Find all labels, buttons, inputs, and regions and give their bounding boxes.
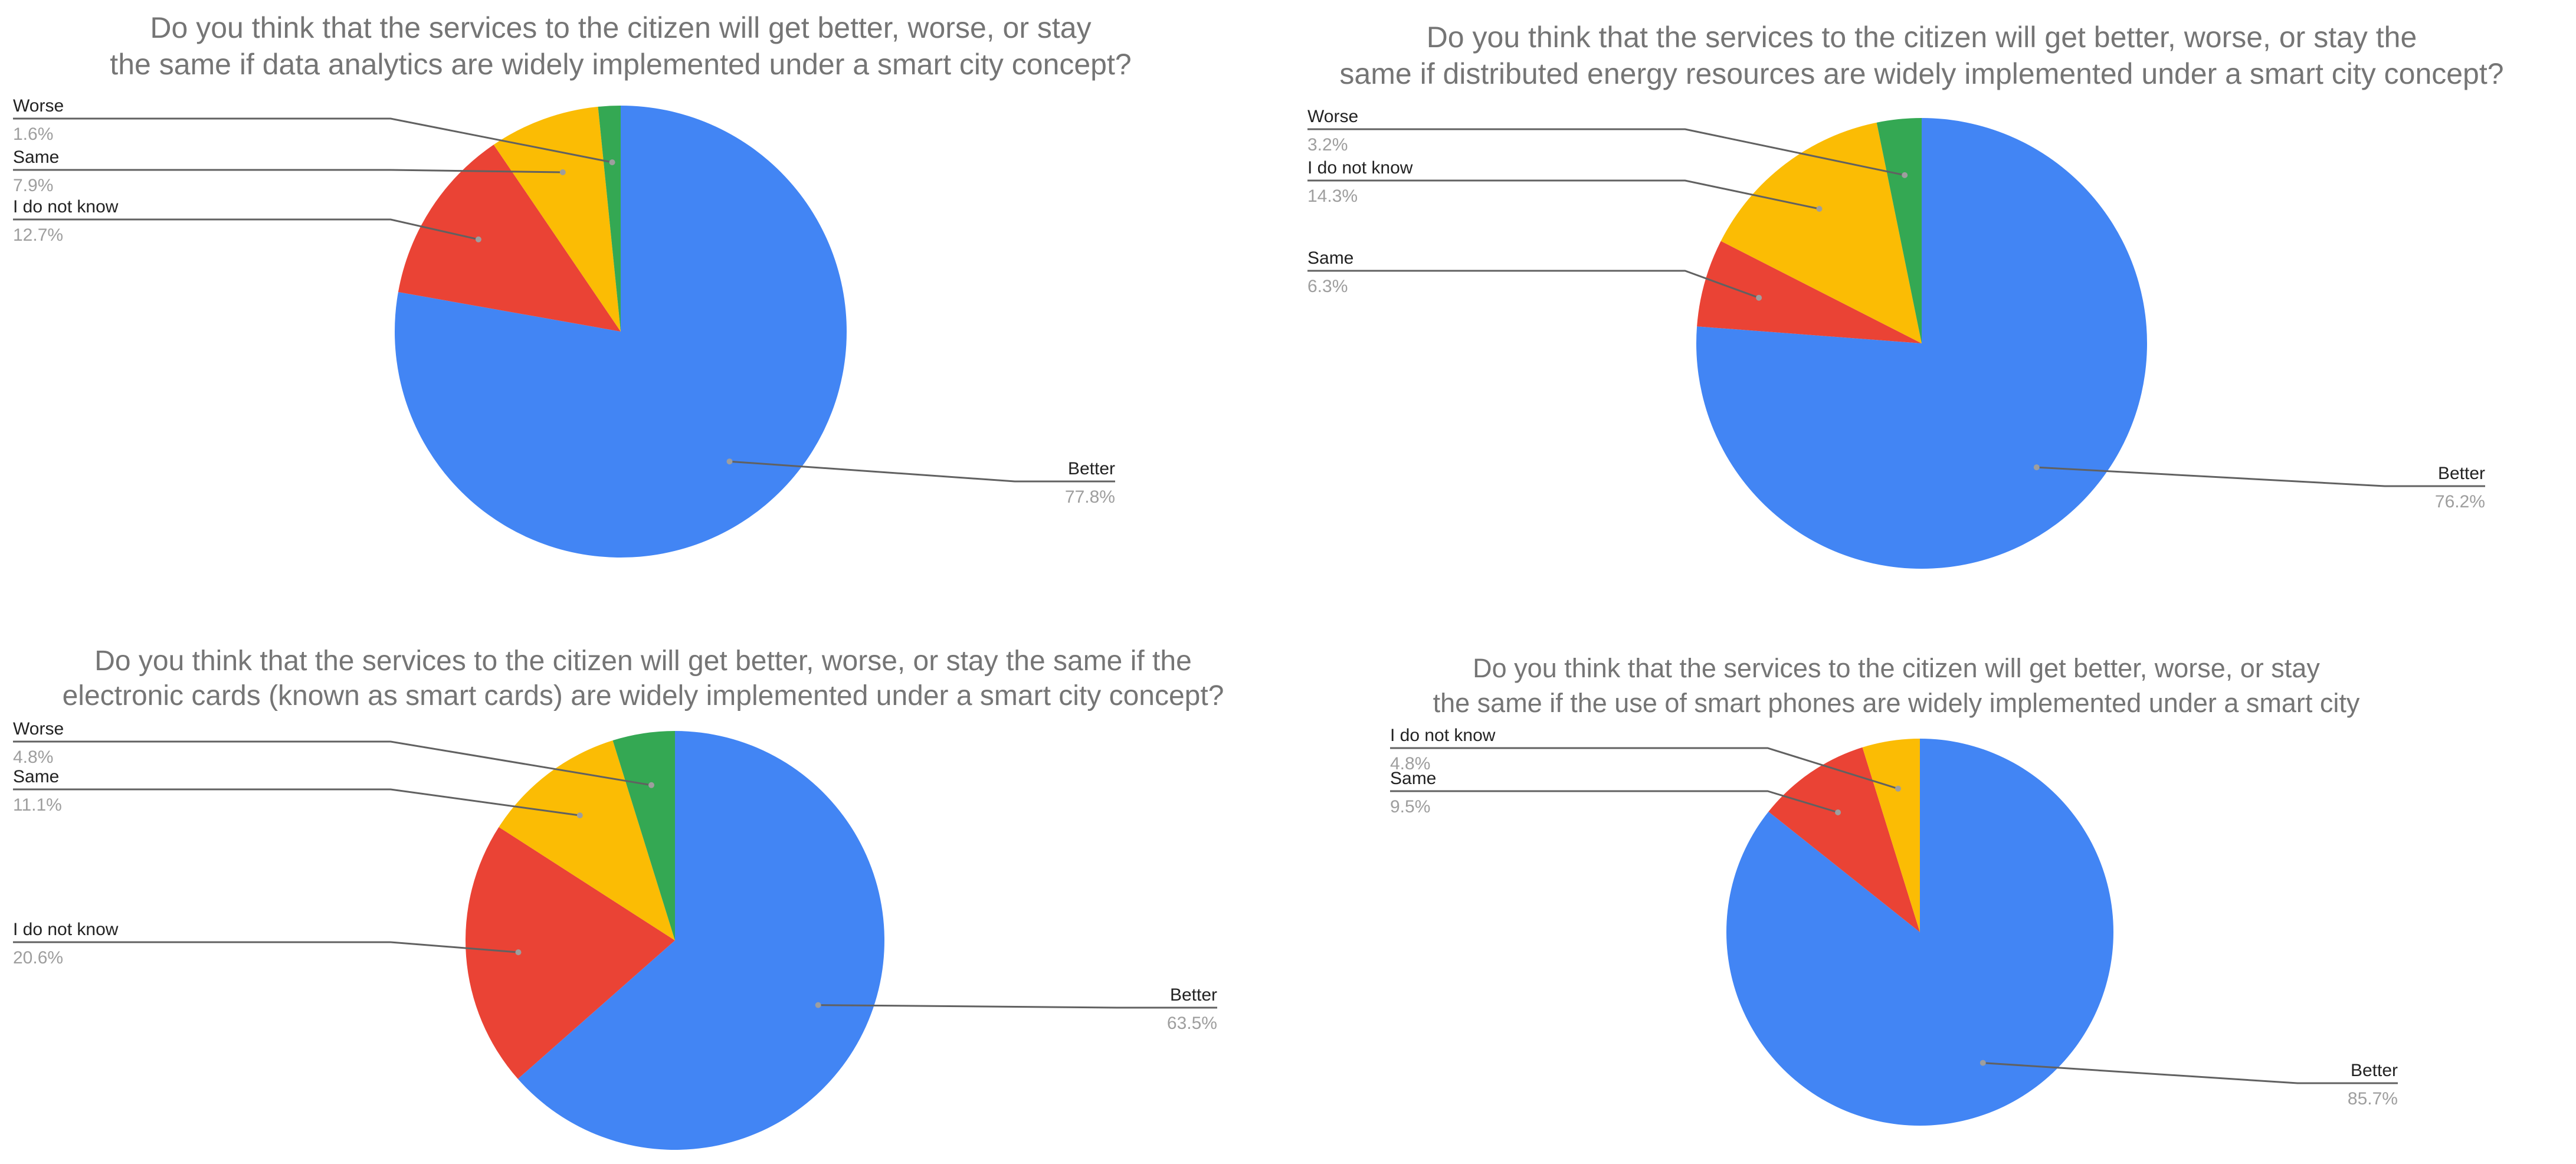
leader-line (13, 740, 652, 786)
slice-label: Worse (13, 719, 64, 739)
slice-label: Better (2351, 1061, 2398, 1080)
leader-dot (475, 236, 481, 242)
slice-value-label: 4.8% (1390, 754, 1430, 773)
slice-value-label: 85.7% (2348, 1089, 2398, 1109)
pie-chart-4: Do you think that the services to the ci… (1390, 653, 2398, 1126)
pie-slice-better (1726, 739, 2114, 1126)
leader-line (13, 788, 581, 817)
slice-value-label: 6.3% (1307, 277, 1348, 296)
chart-title-line: same if distributed energy resources are… (1339, 57, 2503, 90)
pie-chart-3: Do you think that the services to the ci… (13, 645, 1224, 1150)
slice-label: Same (1307, 248, 1353, 268)
slice-value-label: 63.5% (1167, 1014, 1217, 1033)
leader-dot (1835, 809, 1841, 815)
leader-line (2036, 466, 2485, 487)
leader-line (1390, 790, 1838, 814)
pie-chart-1: Do you think that the services to the ci… (13, 11, 1132, 558)
pie-slice-i-do-not-know (1720, 122, 1922, 343)
pie-slice-i-do-not-know (398, 145, 621, 332)
pie-slice-i-do-not-know (465, 827, 675, 1079)
pie-slice-same (493, 106, 621, 332)
leader-line (1390, 747, 1899, 790)
leader-dot (515, 949, 522, 956)
slice-value-label: 76.2% (2435, 492, 2485, 511)
pie-slice-same (1768, 747, 1920, 932)
slice-value-label: 3.2% (1307, 135, 1348, 155)
leader-dot (1902, 172, 1908, 178)
slice-value-label: 9.5% (1390, 797, 1430, 817)
slice-label: Worse (1307, 107, 1358, 126)
slice-label: Worse (13, 96, 64, 116)
chart-title-line: electronic cards (known as smart cards) … (63, 680, 1224, 711)
slice-label: I do not know (13, 197, 119, 217)
leader-line (1307, 179, 1820, 210)
leader-dot (1816, 206, 1823, 212)
slice-label: Same (13, 147, 59, 167)
leader-dot (648, 782, 654, 788)
leader-line (13, 117, 612, 163)
leader-line (13, 941, 519, 953)
chart-title-line: Do you think that the services to the ci… (1427, 21, 2417, 54)
slice-value-label: 1.6% (13, 124, 53, 144)
leader-line (13, 169, 563, 173)
leader-line (729, 460, 1115, 483)
leader-line (13, 218, 479, 241)
leader-line (818, 1004, 1217, 1009)
slice-value-label: 7.9% (13, 176, 53, 195)
chart-title-line: Do you think that the services to the ci… (1473, 653, 2320, 683)
slice-value-label: 11.1% (13, 795, 62, 815)
leader-dot (815, 1002, 821, 1008)
leader-dot (1895, 785, 1901, 792)
chart-title-line: Do you think that the services to the ci… (150, 11, 1091, 44)
pie-chart-2: Do you think that the services to the ci… (1307, 21, 2504, 569)
pie-slice-i-do-not-know (1862, 739, 1920, 932)
slice-label: I do not know (1390, 726, 1496, 745)
slice-label: I do not know (13, 920, 119, 939)
leader-dot (559, 169, 566, 175)
slice-value-label: 12.7% (13, 225, 63, 245)
pie-slice-worse (612, 731, 675, 940)
leader-dot (726, 458, 733, 465)
leader-dot (1756, 294, 1762, 301)
leader-dot (609, 159, 615, 166)
slice-label: Better (1068, 459, 1115, 478)
slice-label: Better (1170, 985, 1217, 1005)
slice-label: Same (1390, 769, 1436, 788)
slice-value-label: 14.3% (1307, 186, 1358, 206)
pie-slice-same (499, 740, 675, 940)
pie-slice-better (394, 106, 847, 558)
slice-value-label: 4.8% (13, 747, 53, 767)
pie-slice-same (1697, 241, 1922, 343)
slice-label: I do not know (1307, 158, 1413, 178)
pie-slice-better (1696, 118, 2148, 569)
leader-line (1307, 128, 1905, 176)
leader-line (1307, 270, 1759, 299)
slice-label: Same (13, 767, 59, 786)
chart-title-line: Do you think that the services to the ci… (94, 645, 1192, 677)
leader-dot (1979, 1060, 1986, 1066)
slice-label: Better (2438, 464, 2485, 483)
pie-slice-better (517, 731, 884, 1150)
leader-dot (576, 812, 583, 819)
pie-slice-worse (1876, 118, 1922, 343)
chart-title-line: the same if data analytics are widely im… (110, 48, 1131, 81)
leader-dot (2033, 464, 2040, 471)
leader-line (1982, 1062, 2398, 1084)
slice-value-label: 20.6% (13, 948, 63, 968)
slice-value-label: 77.8% (1065, 487, 1115, 507)
chart-title-line: the same if the use of smart phones are … (1433, 688, 2360, 718)
